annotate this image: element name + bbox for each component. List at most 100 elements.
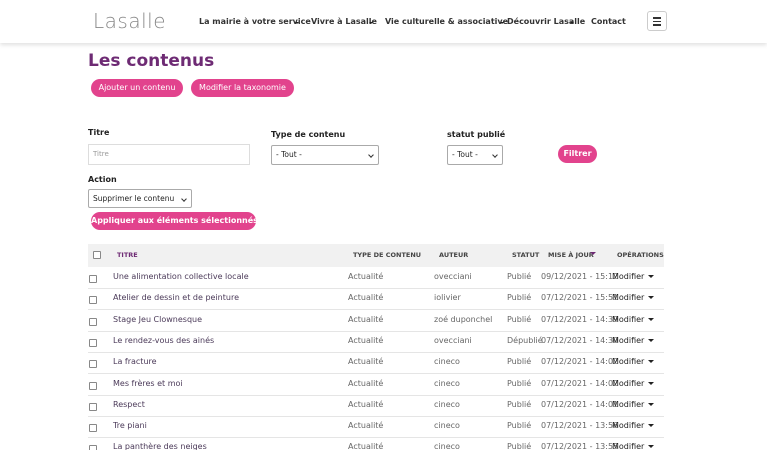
title-link[interactable]: Mes frères et moi — [113, 378, 183, 388]
operations-dropdown[interactable] — [648, 296, 654, 300]
title-link[interactable]: Tre piani — [113, 421, 147, 431]
nav-caret — [500, 22, 504, 24]
nav-caret — [369, 22, 373, 24]
row-checkbox[interactable] — [89, 402, 97, 411]
row-checkbox[interactable] — [89, 424, 97, 433]
status: Publié — [507, 399, 532, 409]
author: cineco — [434, 442, 460, 450]
type: Actualité — [348, 293, 384, 303]
label: Type de contenu — [271, 130, 346, 139]
column-header: OPÉRATIONS — [617, 251, 664, 259]
author: cineco — [434, 399, 460, 409]
status: Publié — [507, 314, 532, 324]
updated: 07/12/2021 - 13:55 — [541, 442, 619, 450]
author: cineco — [434, 357, 460, 367]
label: statut publié — [447, 130, 506, 139]
column-header: TYPE DE CONTENU — [353, 251, 422, 259]
title-link[interactable]: La fracture — [113, 357, 157, 367]
label: Action — [88, 175, 117, 184]
edit-link[interactable]: Modifier — [612, 272, 645, 281]
table-header — [88, 244, 664, 267]
taxonomy-button[interactable]: Modifier la taxonomie — [191, 79, 294, 97]
title-link[interactable]: Une alimentation collective locale — [113, 272, 249, 281]
title-link[interactable]: Le rendez-vous des ainés — [113, 335, 215, 345]
table-row — [88, 310, 664, 332]
type: Actualité — [348, 442, 384, 450]
type-select[interactable]: - Tout - — [271, 145, 379, 165]
edit-link[interactable]: Modifier — [612, 399, 645, 409]
type: Actualité — [348, 314, 384, 324]
column-header: STATUT — [512, 251, 540, 259]
sort-indicator — [590, 252, 596, 255]
row-checkbox[interactable] — [89, 445, 97, 450]
column-header[interactable]: TITRE — [117, 251, 138, 259]
page-title: Les contenus — [88, 51, 215, 71]
row-checkbox[interactable] — [89, 338, 97, 347]
column-header: AUTEUR — [439, 251, 469, 259]
type: Actualité — [348, 357, 384, 367]
select-all[interactable] — [93, 251, 101, 259]
edit-link[interactable]: Modifier — [612, 357, 645, 367]
nav-caret — [570, 22, 574, 24]
table-row — [88, 395, 664, 417]
edit-link[interactable]: Modifier — [612, 421, 645, 431]
table-row — [88, 416, 664, 439]
logo[interactable]: Lasalle — [93, 9, 166, 33]
updated: 07/12/2021 - 13:56 — [541, 421, 619, 431]
row-checkbox[interactable] — [89, 317, 97, 326]
operations-dropdown[interactable] — [648, 424, 654, 428]
add-button[interactable]: Ajouter un contenu — [91, 79, 183, 97]
label: Titre — [88, 128, 110, 137]
title-link[interactable]: Atelier de dessin et de peinture — [113, 293, 239, 303]
filter-button[interactable]: Filtrer — [558, 145, 597, 163]
operations-dropdown[interactable] — [648, 381, 654, 385]
operations-dropdown[interactable] — [648, 275, 654, 278]
column-header[interactable]: MISE À JOUR — [548, 251, 594, 259]
operations-dropdown[interactable] — [648, 360, 654, 364]
nav-item[interactable]: Découvrir Lasalle — [507, 17, 586, 26]
apply-button[interactable]: Appliquer aux éléments sélectionnés — [91, 212, 258, 230]
menu-button[interactable] — [647, 11, 667, 31]
row-checkbox[interactable] — [89, 275, 97, 283]
status: Publié — [507, 272, 532, 281]
status: Publié — [507, 378, 532, 388]
nav-item[interactable]: Vie culturelle & associative — [385, 17, 509, 26]
table-row — [88, 288, 664, 311]
updated: 07/12/2021 - 14:30 — [541, 335, 619, 345]
type: Actualité — [348, 272, 384, 281]
status-select[interactable]: - Tout - — [447, 145, 503, 165]
table-row — [88, 267, 664, 289]
type: Actualité — [348, 421, 384, 431]
edit-link[interactable]: Modifier — [612, 314, 645, 324]
edit-link[interactable]: Modifier — [612, 442, 645, 450]
table-row — [88, 374, 664, 396]
status: Publié — [507, 357, 532, 367]
updated: 07/12/2021 - 14:39 — [541, 314, 619, 324]
type: Actualité — [348, 378, 384, 388]
edit-link[interactable]: Modifier — [612, 378, 645, 388]
operations-dropdown[interactable] — [648, 317, 654, 321]
row-checkbox[interactable] — [89, 360, 97, 369]
nav-item[interactable]: Vivre à Lasalle — [311, 17, 377, 26]
type: Actualité — [348, 335, 384, 345]
operations-dropdown[interactable] — [648, 338, 654, 342]
operations-dropdown[interactable] — [648, 445, 654, 449]
row-checkbox[interactable] — [89, 381, 97, 390]
status: Dépublié — [507, 335, 543, 345]
type: Actualité — [348, 399, 384, 409]
nav-item[interactable]: La mairie à votre service — [199, 17, 311, 26]
edit-link[interactable]: Modifier — [612, 335, 645, 345]
author: ovecciani — [434, 335, 472, 345]
edit-link[interactable]: Modifier — [612, 293, 645, 303]
title-link[interactable]: Stage Jeu Clownesque — [113, 314, 203, 324]
nav-caret — [295, 22, 299, 24]
updated: 07/12/2021 - 14:01 — [541, 399, 619, 409]
title-link[interactable]: La panthère des neiges — [113, 442, 207, 450]
title-link[interactable]: Respect — [113, 399, 145, 409]
operations-dropdown[interactable] — [648, 402, 654, 406]
title-input[interactable]: Titre — [88, 144, 250, 165]
row-checkbox[interactable] — [89, 296, 97, 305]
nav-item[interactable]: Contact — [591, 17, 626, 26]
action-select[interactable]: Supprimer le contenu — [88, 189, 192, 208]
